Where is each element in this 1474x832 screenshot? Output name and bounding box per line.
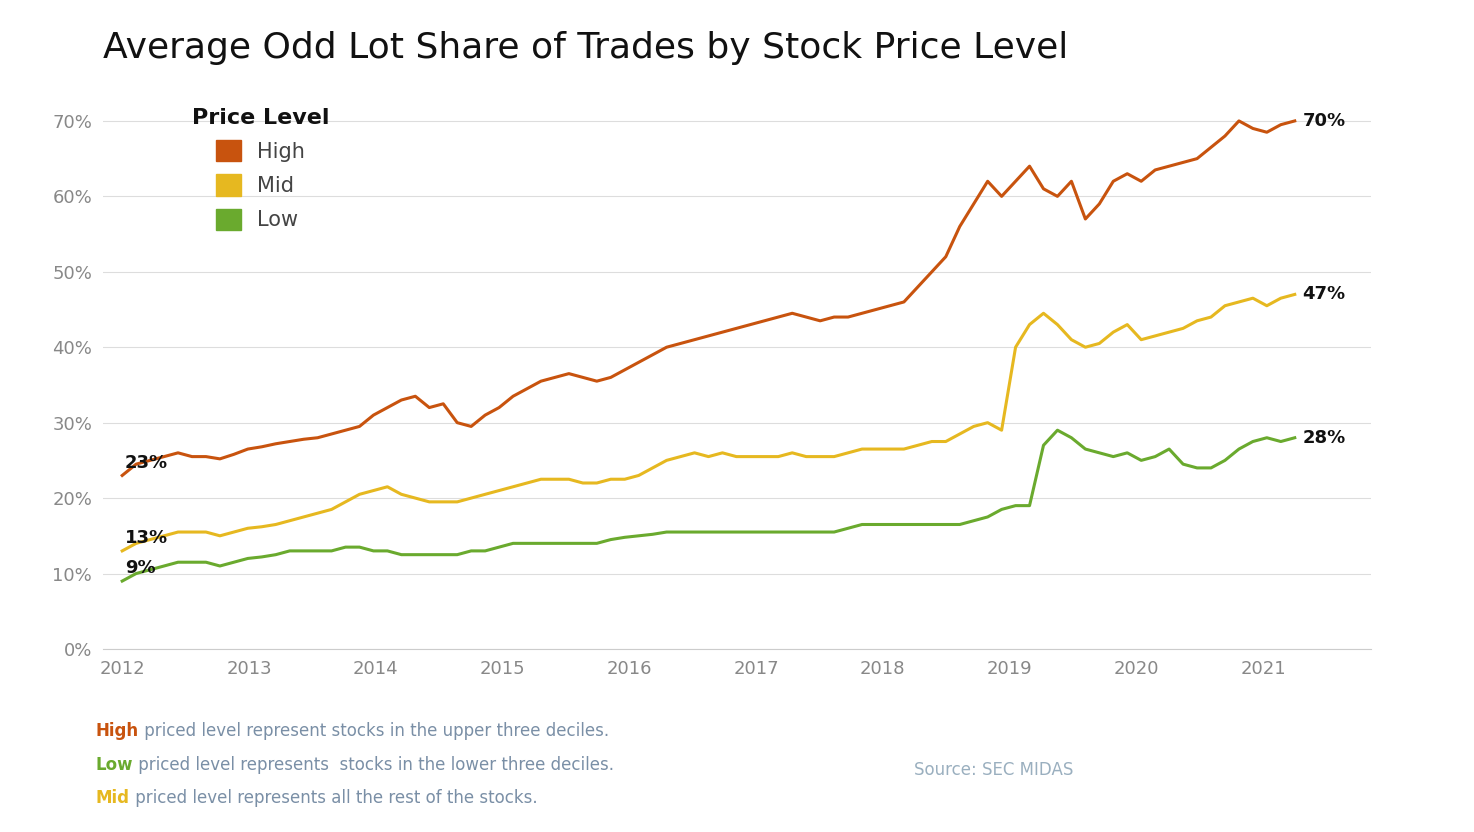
Text: priced level represents all the rest of the stocks.: priced level represents all the rest of …: [130, 789, 538, 807]
Text: 9%: 9%: [125, 559, 155, 577]
Text: priced level represent stocks in the upper three deciles.: priced level represent stocks in the upp…: [139, 722, 609, 740]
Text: 28%: 28%: [1303, 428, 1346, 447]
Text: Low: Low: [96, 755, 133, 774]
Text: 47%: 47%: [1303, 285, 1346, 304]
Text: 23%: 23%: [125, 453, 168, 472]
Text: Mid: Mid: [96, 789, 130, 807]
Text: priced level represents  stocks in the lower three deciles.: priced level represents stocks in the lo…: [133, 755, 615, 774]
Text: Average Odd Lot Share of Trades by Stock Price Level: Average Odd Lot Share of Trades by Stock…: [103, 31, 1069, 65]
Legend: High, Mid, Low: High, Mid, Low: [183, 99, 338, 239]
Text: 13%: 13%: [125, 529, 168, 547]
Text: High: High: [96, 722, 139, 740]
Text: Source: SEC MIDAS: Source: SEC MIDAS: [914, 760, 1073, 779]
Text: 70%: 70%: [1303, 112, 1346, 130]
